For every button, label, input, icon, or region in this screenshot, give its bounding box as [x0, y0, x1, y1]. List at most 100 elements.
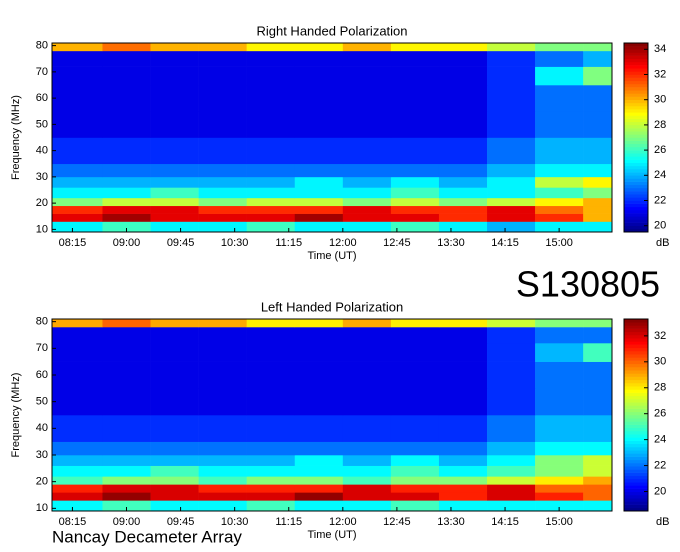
colorbar-step: [624, 134, 648, 138]
heatmap-cell: [294, 484, 344, 493]
x-tick-label: 13:30: [437, 516, 465, 528]
colorbar-step: [624, 424, 648, 429]
colorbar-step: [624, 93, 648, 97]
colorbar-step: [624, 87, 648, 91]
colorbar-step: [624, 507, 648, 512]
colorbar-step: [624, 450, 648, 454]
colorbar-step: [624, 357, 648, 361]
colorbar-step: [624, 118, 648, 123]
heatmap-cell: [535, 111, 584, 138]
colorbar-step: [624, 453, 648, 457]
x-tick-label: 09:45: [167, 237, 195, 249]
colorbar-step: [624, 335, 648, 339]
heatmap-cell: [342, 205, 392, 214]
colorbar-step: [624, 411, 648, 416]
heatmap-cell: [535, 163, 584, 178]
heatmap-cell: [342, 111, 392, 138]
heatmap-cell: [535, 455, 584, 466]
heatmap-cell: [438, 85, 488, 112]
heatmap-cell: [102, 476, 151, 485]
heatmap-cell: [102, 187, 151, 199]
heatmap-cell: [150, 492, 199, 501]
colorbar-step: [624, 169, 648, 173]
heatmap-cell: [438, 319, 488, 328]
heatmap-cell: [390, 343, 440, 362]
heatmap-cell: [583, 415, 613, 442]
heatmap-cell: [390, 43, 440, 52]
heatmap-cell: [52, 441, 103, 456]
heatmap-cell: [438, 163, 488, 178]
heatmap-cell: [583, 137, 613, 165]
heatmap-cell: [246, 319, 296, 328]
heatmap-cell: [535, 43, 584, 52]
colorbar-step: [624, 65, 648, 69]
colorbar-step: [624, 172, 648, 176]
heatmap-cell: [102, 163, 151, 178]
heatmap-cell: [150, 327, 199, 344]
colorbar-step: [624, 213, 648, 217]
heatmap-cell: [52, 465, 103, 477]
heatmap-cell: [390, 484, 440, 493]
heatmap-cell: [198, 500, 247, 512]
heatmap-cell: [246, 205, 296, 214]
heatmap-cell: [246, 361, 296, 389]
heatmap-cell: [583, 50, 613, 67]
heatmap-cell: [150, 111, 199, 138]
heatmap-cell: [487, 213, 536, 222]
heatmap-cell: [487, 137, 536, 165]
heatmap-cell: [294, 492, 344, 501]
x-tick-label: 14:15: [491, 237, 519, 249]
colorbar-step: [624, 209, 648, 214]
heatmap-cell: [390, 111, 440, 138]
colorbar-tick-label: 28: [654, 119, 666, 131]
heatmap-cell: [150, 197, 199, 207]
heatmap-cell: [438, 476, 488, 485]
colorbar-tick-label: 26: [654, 408, 666, 420]
heatmap-cell: [583, 343, 613, 362]
colorbar-step: [624, 222, 648, 226]
heatmap-cell: [390, 465, 440, 477]
heatmap-cell: [390, 415, 440, 442]
heatmap-cell: [198, 213, 247, 222]
plot-frame: [51, 318, 613, 512]
heatmap-cell: [198, 187, 247, 199]
heatmap-cell: [438, 361, 488, 389]
heatmap-cell: [246, 197, 296, 207]
colorbar-step: [624, 427, 648, 432]
heatmap-cell: [583, 476, 613, 485]
heatmap-cell: [583, 484, 613, 493]
heatmap-cell: [294, 476, 344, 485]
colorbar-step: [624, 437, 648, 441]
colorbar-step: [624, 112, 648, 116]
colorbar-tick-label: 24: [654, 434, 666, 446]
y-tick-label: 60: [36, 369, 48, 381]
x-tick-label: 14:15: [491, 516, 519, 528]
heatmap-cell: [198, 66, 247, 86]
colorbar-step: [624, 102, 648, 107]
heatmap-cell: [438, 197, 488, 207]
colorbar-tick-label: 28: [654, 382, 666, 394]
heatmap-cell: [150, 441, 199, 456]
heatmap-cell: [390, 163, 440, 178]
heatmap-cell: [390, 388, 440, 416]
colorbar-step: [624, 392, 648, 397]
heatmap-cell: [198, 492, 247, 501]
colorbar-step: [624, 162, 648, 167]
heatmap-cell: [487, 361, 536, 389]
colorbar-tick-label: 20: [654, 485, 666, 497]
heatmap-cell: [102, 205, 151, 214]
heatmap-cell: [438, 455, 488, 466]
heatmap-cell: [583, 361, 613, 389]
x-tick-label: 11:15: [275, 516, 302, 528]
heatmap-cell: [102, 50, 151, 67]
heatmap-cell: [294, 388, 344, 416]
heatmap-cell: [487, 388, 536, 416]
x-tick-label: 12:00: [329, 516, 357, 528]
heatmap-cell: [535, 388, 584, 416]
colorbar-step: [624, 495, 648, 499]
heatmap-cell: [487, 163, 536, 178]
heatmap-cell: [294, 187, 344, 199]
heatmap-cell: [390, 327, 440, 344]
colorbar-step: [624, 159, 648, 163]
